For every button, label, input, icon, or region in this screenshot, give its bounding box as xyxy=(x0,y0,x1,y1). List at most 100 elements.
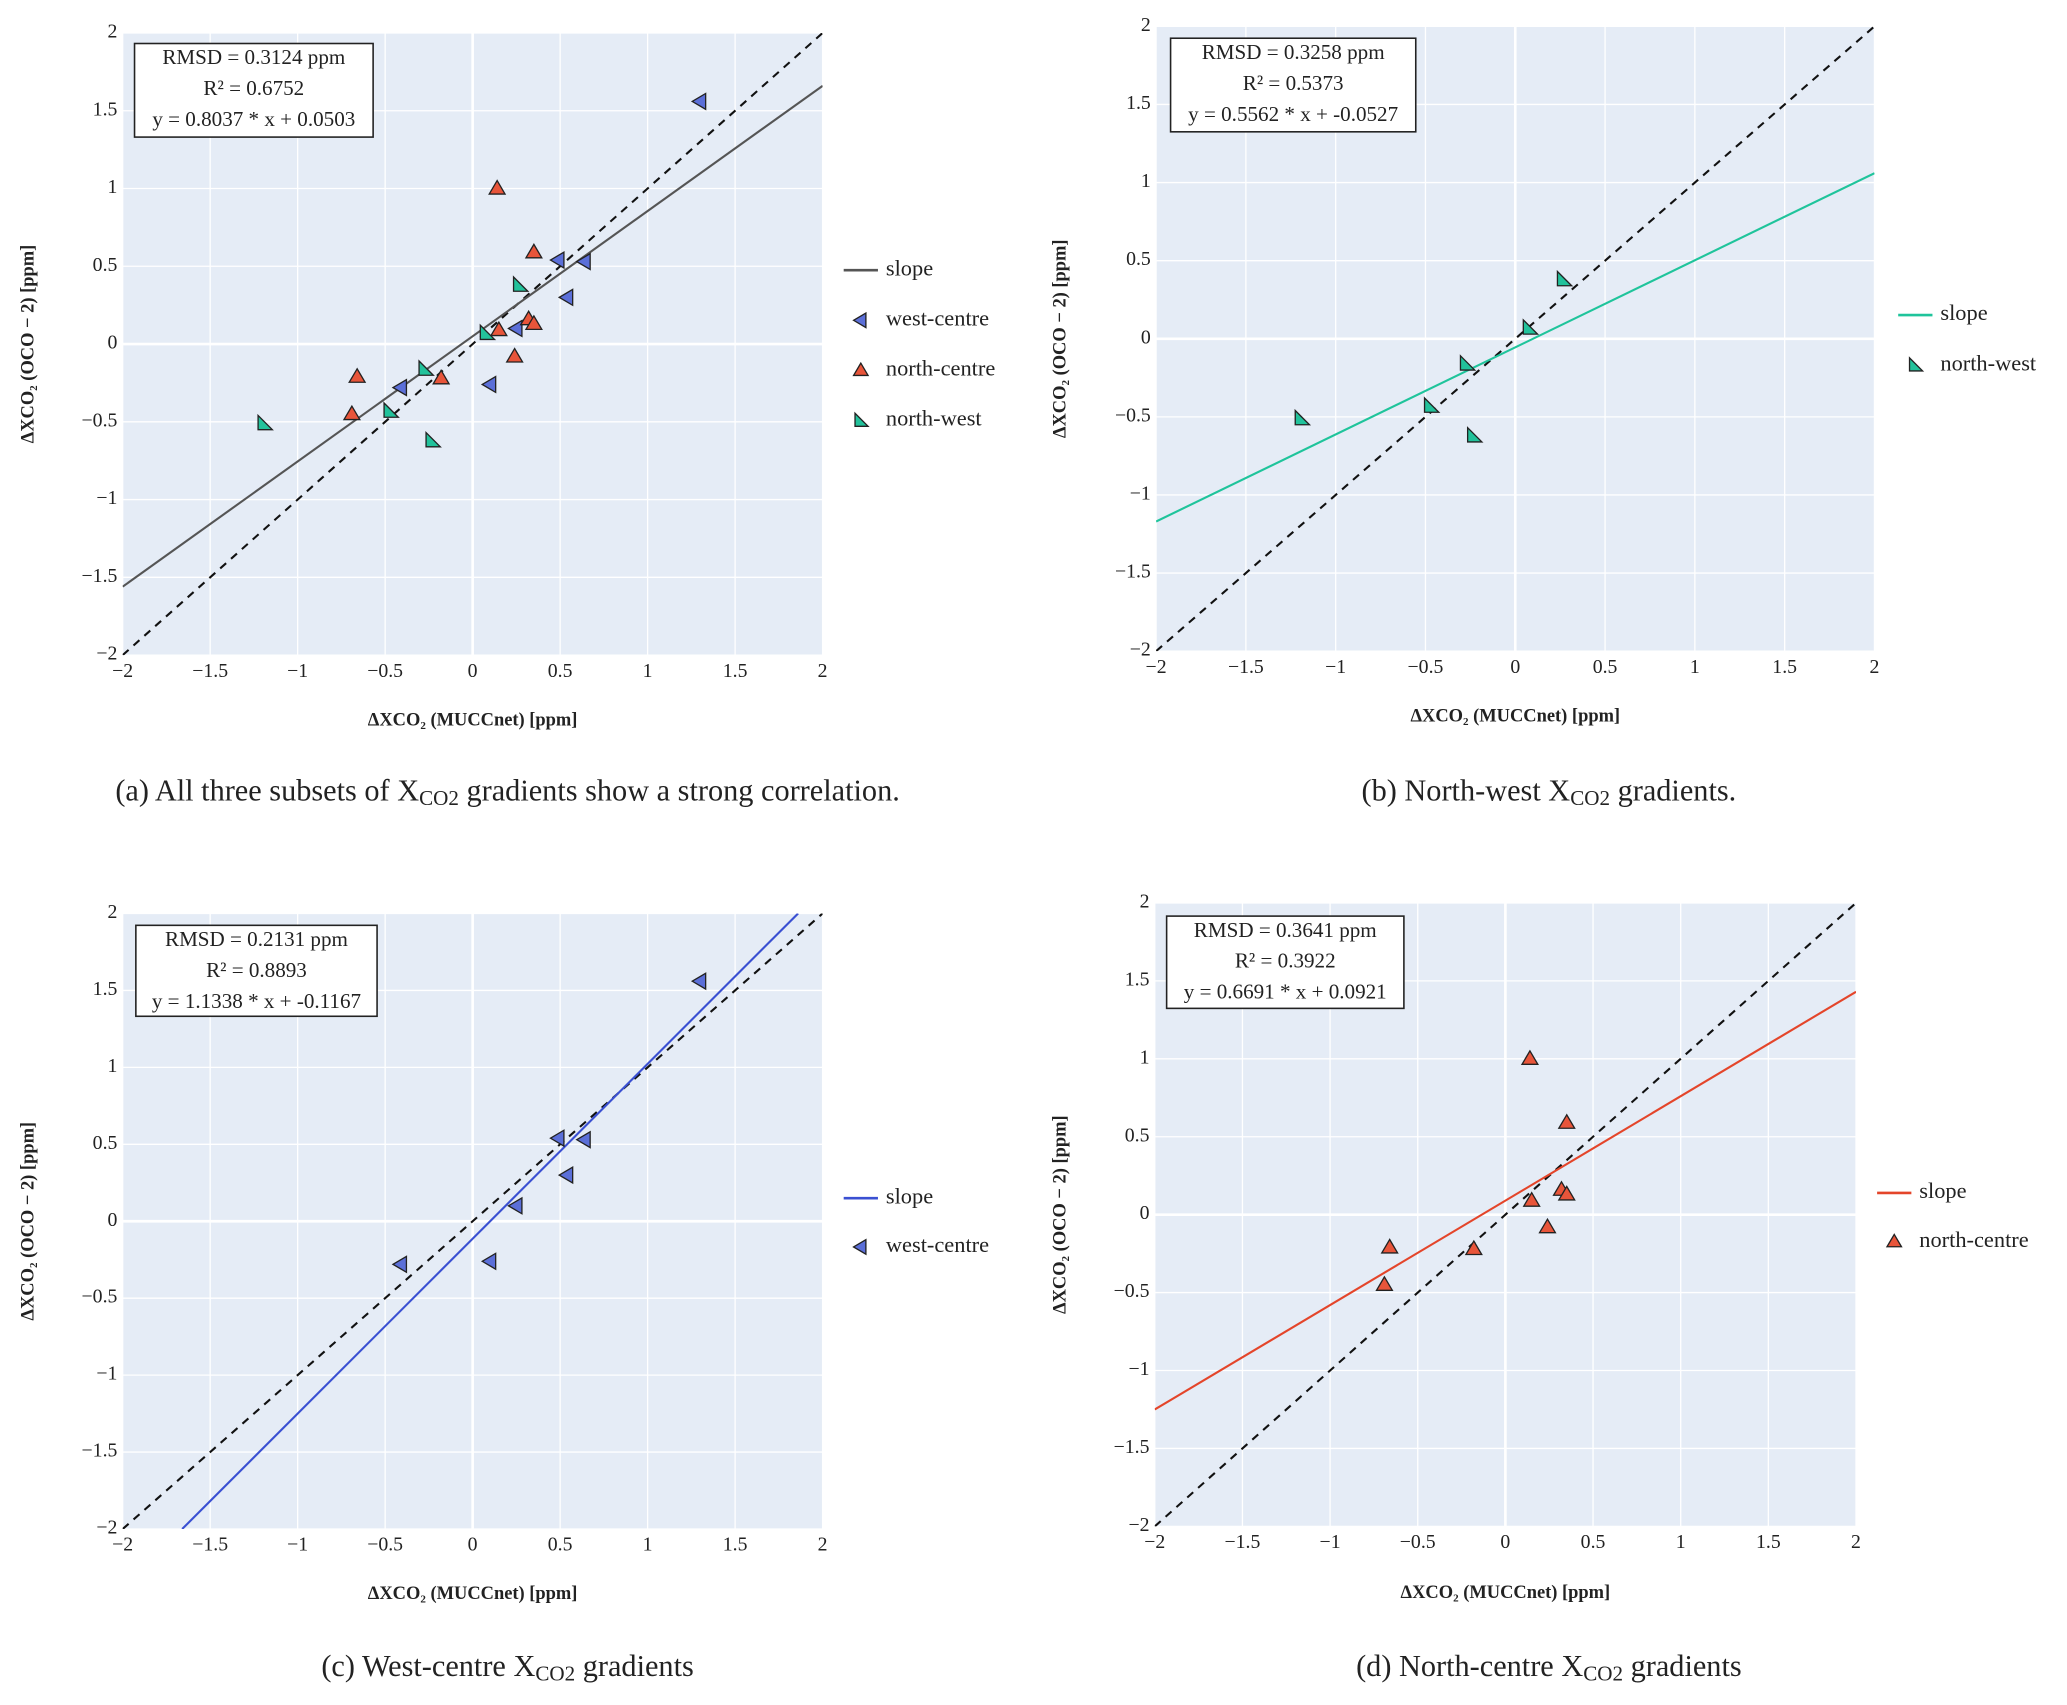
y-tick-label: 0 xyxy=(1141,326,1151,348)
y-tick-label: 1.5 xyxy=(1125,968,1150,990)
data-point xyxy=(1375,1275,1394,1291)
x-tick-label: −2 xyxy=(112,660,133,682)
x-tick-label: 1.5 xyxy=(723,1534,748,1556)
data-point xyxy=(1466,426,1484,443)
x-tick-label: −1.5 xyxy=(192,1534,228,1556)
x-tick-label: 0.5 xyxy=(548,660,573,682)
caption-subscript: CO2 xyxy=(1583,1661,1623,1685)
stats-box xyxy=(1169,37,1417,133)
x-axis-label: ΔXCO₂ (MUCCnet) [ppm] xyxy=(368,1583,578,1604)
data-point xyxy=(507,319,523,338)
slope-line xyxy=(122,84,823,588)
y-tick-label: 1.5 xyxy=(1126,92,1151,114)
data-point xyxy=(1294,408,1312,426)
data-point xyxy=(383,401,400,418)
identity-line xyxy=(122,913,823,1530)
caption-text: (b) North-west X xyxy=(1362,773,1571,807)
legend-swatch xyxy=(852,311,867,329)
legend-label: west-centre xyxy=(886,1232,989,1257)
stats-box xyxy=(1165,915,1405,1010)
data-point xyxy=(489,320,508,337)
legend-label: north-centre xyxy=(886,356,995,381)
identity-line xyxy=(122,32,823,656)
y-tick-label: −1.5 xyxy=(82,565,118,587)
caption-subscript: CO2 xyxy=(535,1661,575,1685)
x-tick-label: 1.5 xyxy=(1772,656,1797,678)
slope-line xyxy=(181,913,799,1530)
stats-line: y = 1.1338 * x + -0.1167 xyxy=(152,989,361,1013)
y-tick-label: 2 xyxy=(1141,14,1151,36)
x-tick-label: −2 xyxy=(1146,656,1167,678)
stats-line: R² = 0.8893 xyxy=(206,958,307,982)
caption-text: gradients xyxy=(575,1649,694,1683)
data-point xyxy=(524,314,543,331)
y-tick-label: 1 xyxy=(108,176,118,198)
x-axis-label: ΔXCO₂ (MUCCnet) [ppm] xyxy=(1401,1582,1611,1603)
y-tick-label: −1.5 xyxy=(1115,561,1151,583)
legend-label: slope xyxy=(886,1183,933,1208)
y-tick-label: 1 xyxy=(1141,170,1151,192)
stats-line: y = 0.5562 * x + -0.0527 xyxy=(1188,102,1398,126)
caption-text: gradients. xyxy=(1610,773,1736,807)
stats-box xyxy=(135,924,378,1018)
y-tick-label: 0 xyxy=(108,332,118,354)
x-tick-label: 0 xyxy=(1500,1531,1510,1553)
y-tick-label: −2 xyxy=(96,643,117,665)
y-tick-label: 1 xyxy=(1140,1046,1150,1068)
y-tick-label: 0 xyxy=(108,1209,118,1231)
y-tick-label: −2 xyxy=(1130,639,1151,661)
stats-line: RMSD = 0.2131 ppm xyxy=(165,927,348,951)
caption-text: gradients xyxy=(1623,1649,1742,1683)
x-tick-label: 0.5 xyxy=(548,1534,573,1556)
y-tick-label: 0.5 xyxy=(1126,248,1151,270)
y-tick-label: −1.5 xyxy=(1114,1436,1150,1458)
data-point xyxy=(1557,1113,1576,1129)
legend-label: west-centre xyxy=(886,305,989,330)
caption-text: (c) West-centre X xyxy=(321,1649,535,1683)
x-tick-label: 0 xyxy=(468,660,478,682)
legend-swatch xyxy=(854,411,870,427)
y-tick-label: 1.5 xyxy=(93,98,118,120)
data-point xyxy=(1557,1185,1576,1201)
data-point xyxy=(488,179,507,195)
slope-line xyxy=(1154,990,1857,1411)
caption: (c) West-centre XCO2 gradients xyxy=(321,1649,693,1685)
data-point xyxy=(432,369,451,385)
data-point xyxy=(512,275,530,292)
x-tick-label: −1.5 xyxy=(192,660,228,682)
y-tick-label: −1 xyxy=(1130,482,1151,504)
data-point xyxy=(1538,1217,1557,1234)
x-tick-label: −1.5 xyxy=(1228,656,1264,678)
data-point xyxy=(1520,1049,1539,1065)
y-tick-label: −0.5 xyxy=(82,409,118,431)
data-point xyxy=(418,359,435,376)
x-tick-label: 1 xyxy=(643,1534,653,1556)
x-tick-label: −1.5 xyxy=(1224,1531,1260,1553)
x-tick-label: 0.5 xyxy=(1593,656,1618,678)
y-tick-label: 1.5 xyxy=(93,978,118,1000)
legend-label: north-west xyxy=(1940,350,2037,375)
y-tick-label: −0.5 xyxy=(1115,404,1151,426)
legend-swatch xyxy=(1908,356,1925,372)
data-point xyxy=(1464,1239,1483,1256)
caption-text: (d) North-centre X xyxy=(1356,1649,1583,1683)
data-point xyxy=(1380,1238,1399,1254)
data-point xyxy=(557,1166,574,1185)
data-point xyxy=(557,288,574,307)
x-tick-label: −1 xyxy=(1320,1531,1341,1553)
x-axis-label: ΔXCO₂ (MUCCnet) [ppm] xyxy=(368,709,578,730)
y-tick-label: −2 xyxy=(96,1517,117,1539)
x-tick-label: −0.5 xyxy=(1408,656,1444,678)
chart-panel: −2 −1.5 −1 −0.5 0 0.5 1 1.5 2 −2 −1.5 −1 −0.5 0 0.5 1 1.… xyxy=(17,20,995,809)
x-tick-label: −2 xyxy=(1144,1531,1165,1553)
data-point xyxy=(479,323,497,341)
data-point xyxy=(1522,1191,1541,1207)
data-point xyxy=(549,1129,565,1148)
legend-label: slope xyxy=(1940,300,1987,325)
legend-label: slope xyxy=(1919,1178,1966,1203)
chart-panel: −2 −1.5 −1 −0.5 0 0.5 1 1.5 2 −2 −1.5 −1 −0.5 0 0.5 1 1.… xyxy=(1049,890,2028,1685)
caption: (b) North-west XCO2 gradients. xyxy=(1362,773,1737,809)
y-tick-label: 2 xyxy=(108,901,118,923)
x-tick-label: −2 xyxy=(112,1534,133,1556)
